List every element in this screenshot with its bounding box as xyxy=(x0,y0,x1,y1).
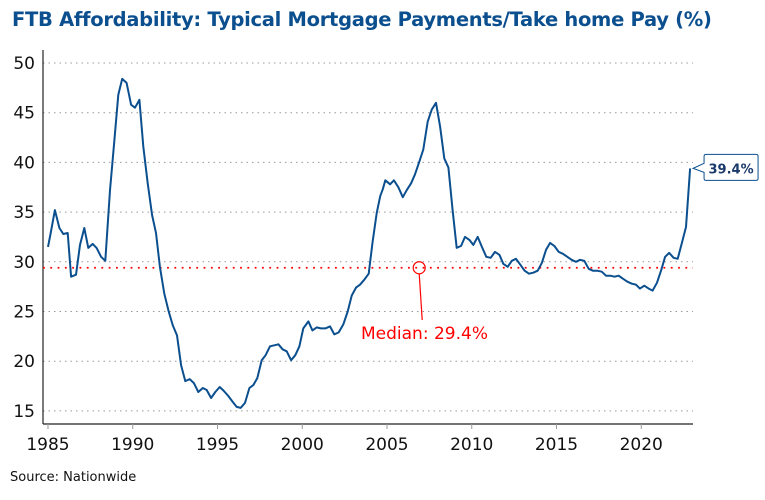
y-tick-label: 45 xyxy=(13,104,35,124)
series-line xyxy=(47,77,692,409)
median-label: Median: 29.4% xyxy=(361,324,488,344)
y-tick-label: 40 xyxy=(13,153,35,173)
y-tick-label: 35 xyxy=(13,203,35,223)
x-tick-label: 2000 xyxy=(281,435,324,455)
chart-title: FTB Affordability: Typical Mortgage Paym… xyxy=(12,8,712,31)
median-leader-line xyxy=(418,273,423,321)
x-tick-label: 1995 xyxy=(196,435,239,455)
y-tick-label: 25 xyxy=(13,303,35,323)
last-value-callout xyxy=(691,153,759,181)
source-note: Source: Nationwide xyxy=(10,470,137,485)
x-tick-label: 1985 xyxy=(26,435,69,455)
x-tick-label: 1990 xyxy=(111,435,154,455)
y-tick-label: 30 xyxy=(13,253,35,273)
y-tick-label: 15 xyxy=(13,402,35,422)
x-tick-label: 2010 xyxy=(450,435,493,455)
y-tick-label: 50 xyxy=(13,54,35,74)
last-value-label: 39.4% xyxy=(709,162,754,177)
x-tick-label: 2015 xyxy=(535,435,578,455)
x-tick-label: 2005 xyxy=(365,435,408,455)
y-tick-label: 20 xyxy=(13,352,35,372)
x-tick-label: 2020 xyxy=(620,435,663,455)
